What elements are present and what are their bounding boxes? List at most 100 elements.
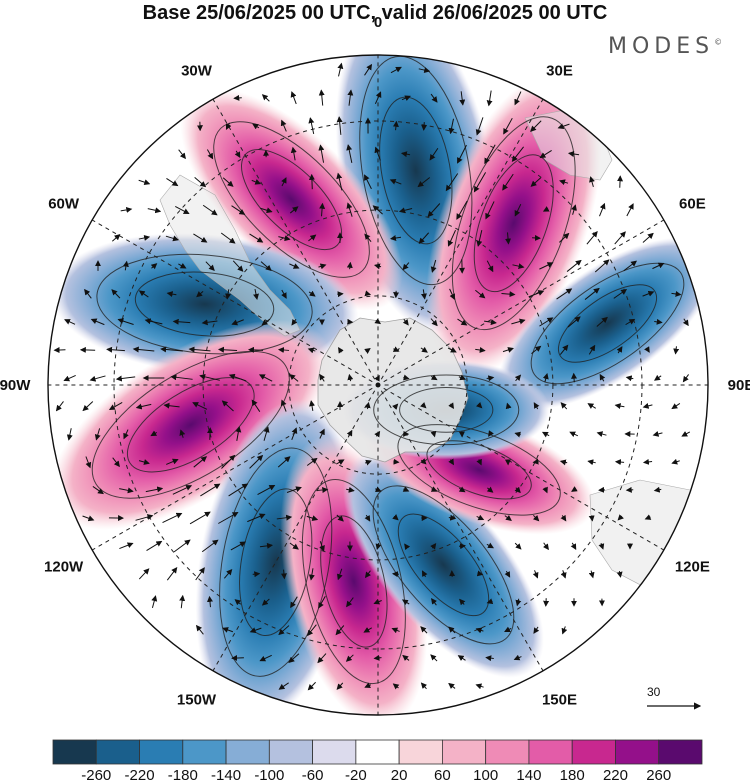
wind-vector-65 (202, 204, 218, 216)
wind-vector-233 (614, 403, 625, 410)
wind-vector-395 (345, 654, 354, 662)
wind-vector-48 (251, 179, 262, 185)
longitude-label: 120E (675, 559, 710, 576)
wind-vector-94 (476, 230, 483, 247)
wind-vector-143 (671, 290, 682, 297)
wind-vector-128 (253, 288, 259, 300)
wind-vector-215 (108, 402, 123, 411)
wind-vector-239 (150, 430, 158, 437)
wind-vector-338 (542, 542, 549, 551)
wind-vector-5 (261, 94, 270, 102)
wind-vector-328 (259, 542, 274, 549)
wind-vector-84 (193, 233, 208, 243)
colorbar-swatch (355, 739, 400, 765)
wind-vector-371 (459, 598, 466, 606)
wind-vector-255 (596, 431, 607, 438)
wind-vector-92 (418, 232, 430, 244)
wind-vector-33 (290, 146, 297, 161)
colorbar-swatch (225, 739, 270, 765)
wind-vector-31 (234, 150, 241, 159)
meridian-60 (383, 219, 665, 383)
wind-vector-204 (458, 374, 467, 381)
anomaly-lobe-8 (343, 451, 544, 678)
wind-vector-281 (92, 486, 104, 495)
wind-vector-162 (567, 316, 581, 328)
wind-vector-393 (288, 653, 300, 663)
wind-vector-83 (165, 235, 180, 242)
wind-vector-307 (218, 512, 239, 524)
wind-vector-55 (445, 173, 459, 192)
wind-vector-43 (567, 151, 580, 157)
wind-vector-69 (319, 202, 326, 217)
wind-vector-72 (398, 207, 413, 214)
meridian-240 (91, 387, 373, 551)
wind-vector-229 (505, 402, 512, 410)
wind-vector-173 (217, 346, 238, 353)
wind-vector-7 (318, 89, 325, 106)
wind-vector-102 (122, 260, 129, 271)
wind-vector-235 (671, 403, 681, 410)
wind-vector-335 (458, 543, 466, 550)
wind-vector-344 (195, 567, 205, 581)
wind-vector-286 (228, 483, 249, 497)
wind-vector-404 (336, 682, 344, 690)
wind-vector-301 (653, 486, 662, 493)
colorbar-swatch (182, 739, 227, 765)
wind-vector-187 (616, 346, 623, 354)
longitude-label: 120W (44, 559, 84, 576)
wind-vector-46 (194, 176, 207, 188)
wind-vector-385 (420, 626, 428, 634)
colorbar-label: -260 (81, 767, 111, 783)
wind-vector-304 (135, 514, 154, 521)
wind-vector-409 (475, 683, 484, 690)
longitude-label: 0 (374, 14, 382, 31)
south-pole-marker (375, 382, 381, 388)
colorbar-label: -180 (168, 767, 198, 783)
anomaly-lobe-5 (49, 319, 332, 530)
contour-6-0 (239, 488, 313, 637)
wind-vector-36 (374, 146, 381, 161)
wind-vector-99 (614, 231, 626, 245)
longitude-label: 150E (542, 691, 577, 708)
wind-vector-384 (391, 627, 400, 634)
wind-vector-166 (682, 318, 689, 327)
wind-vector-364 (261, 598, 270, 606)
graticule (48, 55, 708, 715)
wind-vector-119 (594, 259, 610, 273)
anomaly-lobe-3 (180, 88, 403, 311)
meridian-150 (380, 390, 544, 672)
wind-vector-35 (346, 144, 353, 163)
wind-vector-302 (82, 515, 95, 522)
wind-vector-90 (364, 233, 372, 243)
colorbar-label: -20 (345, 767, 367, 783)
wind-vector-59 (559, 179, 569, 186)
wind-vector-185 (559, 344, 569, 355)
wind-vector-149 (201, 319, 218, 326)
wind-vector-196 (228, 373, 247, 382)
wind-vector-390 (561, 626, 568, 635)
longitude-label: 30E (546, 63, 573, 80)
wind-vector-372 (486, 598, 494, 605)
wind-vector-387 (475, 627, 484, 634)
wind-vector-135 (449, 288, 455, 301)
wind-vector-177 (338, 346, 344, 354)
colorbar-swatch (95, 739, 140, 765)
wind-vector-251 (488, 430, 494, 437)
wind-vector-78 (571, 204, 577, 215)
wind-vector-44 (138, 179, 151, 186)
wind-vector-398 (430, 654, 438, 662)
wind-vector-109 (318, 263, 327, 270)
brand-name: MODES (608, 34, 715, 59)
wind-vector-17 (252, 123, 260, 130)
wind-vector-62 (120, 206, 133, 213)
wind-vector-253 (541, 431, 550, 438)
wind-vector-227 (448, 402, 454, 410)
wind-vector-145 (90, 318, 105, 326)
wind-vector-75 (485, 201, 495, 220)
wind-vector-405 (364, 682, 372, 688)
wind-vector-68 (289, 206, 299, 214)
wind-vector-333 (404, 543, 411, 551)
wind-vector-146 (117, 318, 134, 326)
wind-vector-271 (420, 458, 427, 465)
wind-vector-297 (542, 486, 548, 494)
